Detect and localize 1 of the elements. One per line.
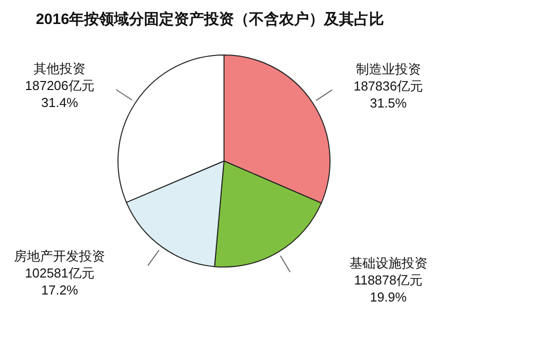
title: 2016年按领域分固定资产投资（不含农户）及其占比 [36,11,384,28]
